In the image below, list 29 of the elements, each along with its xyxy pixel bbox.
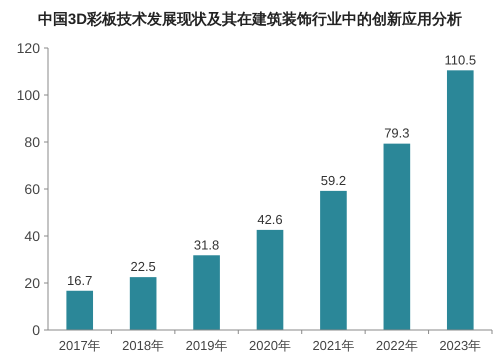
data-label: 16.7: [67, 272, 92, 288]
x-tick-label: 2018年: [122, 338, 164, 353]
x-tick-label: 2019年: [186, 338, 228, 353]
y-tick-label: 80: [24, 134, 40, 150]
data-label: 79.3: [384, 126, 410, 141]
bar: [384, 144, 410, 330]
chart-title: 中国3D彩板技术发展现状及其在建筑装饰行业中的创新应用分析: [38, 10, 462, 28]
bar: [320, 190, 347, 330]
bar: [193, 255, 220, 330]
bar: [446, 70, 474, 330]
x-tick-label: 2021年: [312, 338, 354, 353]
y-tick-label: 0: [32, 322, 40, 338]
y-tick-label: 100: [16, 87, 40, 103]
y-tick-label: 60: [24, 181, 40, 197]
bar: [66, 290, 94, 330]
data-label: 31.8: [194, 237, 220, 252]
data-label: 110.5: [444, 52, 476, 68]
data-label: 22.5: [130, 259, 156, 274]
y-tick-label: 120: [16, 40, 40, 56]
bar: [256, 230, 284, 330]
y-tick-label: 20: [24, 275, 40, 291]
y-tick-label: 40: [24, 228, 40, 244]
x-tick-label: 2017年: [58, 338, 101, 353]
bar: [130, 277, 156, 330]
x-tick-label: 2020年: [249, 338, 291, 353]
data-label: 59.2: [320, 172, 346, 188]
x-tick-label: 2023年: [439, 338, 482, 353]
x-tick-label: 2022年: [376, 338, 418, 353]
data-label: 42.6: [257, 212, 283, 227]
